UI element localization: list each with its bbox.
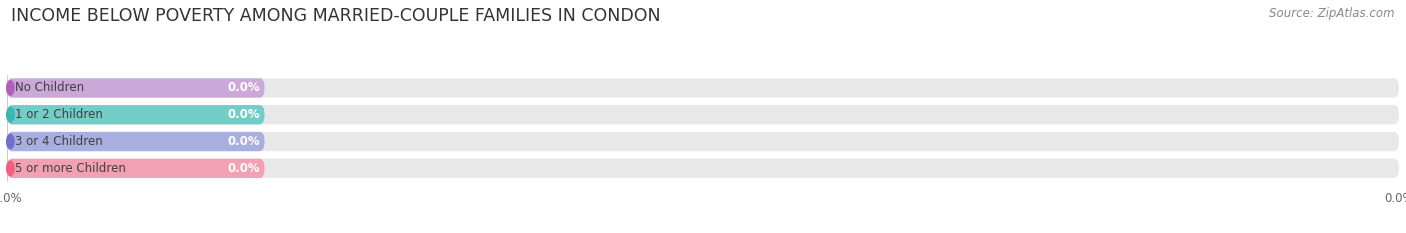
Circle shape: [7, 161, 14, 175]
FancyBboxPatch shape: [7, 159, 1399, 178]
Text: 0.0%: 0.0%: [228, 82, 260, 94]
Text: 5 or more Children: 5 or more Children: [14, 162, 125, 175]
Text: INCOME BELOW POVERTY AMONG MARRIED-COUPLE FAMILIES IN CONDON: INCOME BELOW POVERTY AMONG MARRIED-COUPL…: [11, 7, 661, 25]
FancyBboxPatch shape: [7, 132, 264, 151]
Text: 0.0%: 0.0%: [228, 135, 260, 148]
Text: Source: ZipAtlas.com: Source: ZipAtlas.com: [1270, 7, 1395, 20]
Circle shape: [7, 81, 14, 95]
Circle shape: [7, 134, 14, 149]
FancyBboxPatch shape: [7, 159, 264, 178]
Text: No Children: No Children: [14, 82, 84, 94]
FancyBboxPatch shape: [7, 78, 1399, 98]
Text: 1 or 2 Children: 1 or 2 Children: [14, 108, 103, 121]
Text: 0.0%: 0.0%: [228, 108, 260, 121]
FancyBboxPatch shape: [7, 105, 264, 124]
Text: 0.0%: 0.0%: [228, 162, 260, 175]
Text: 3 or 4 Children: 3 or 4 Children: [14, 135, 103, 148]
Circle shape: [7, 108, 14, 122]
FancyBboxPatch shape: [7, 78, 264, 98]
FancyBboxPatch shape: [7, 132, 1399, 151]
FancyBboxPatch shape: [7, 105, 1399, 124]
